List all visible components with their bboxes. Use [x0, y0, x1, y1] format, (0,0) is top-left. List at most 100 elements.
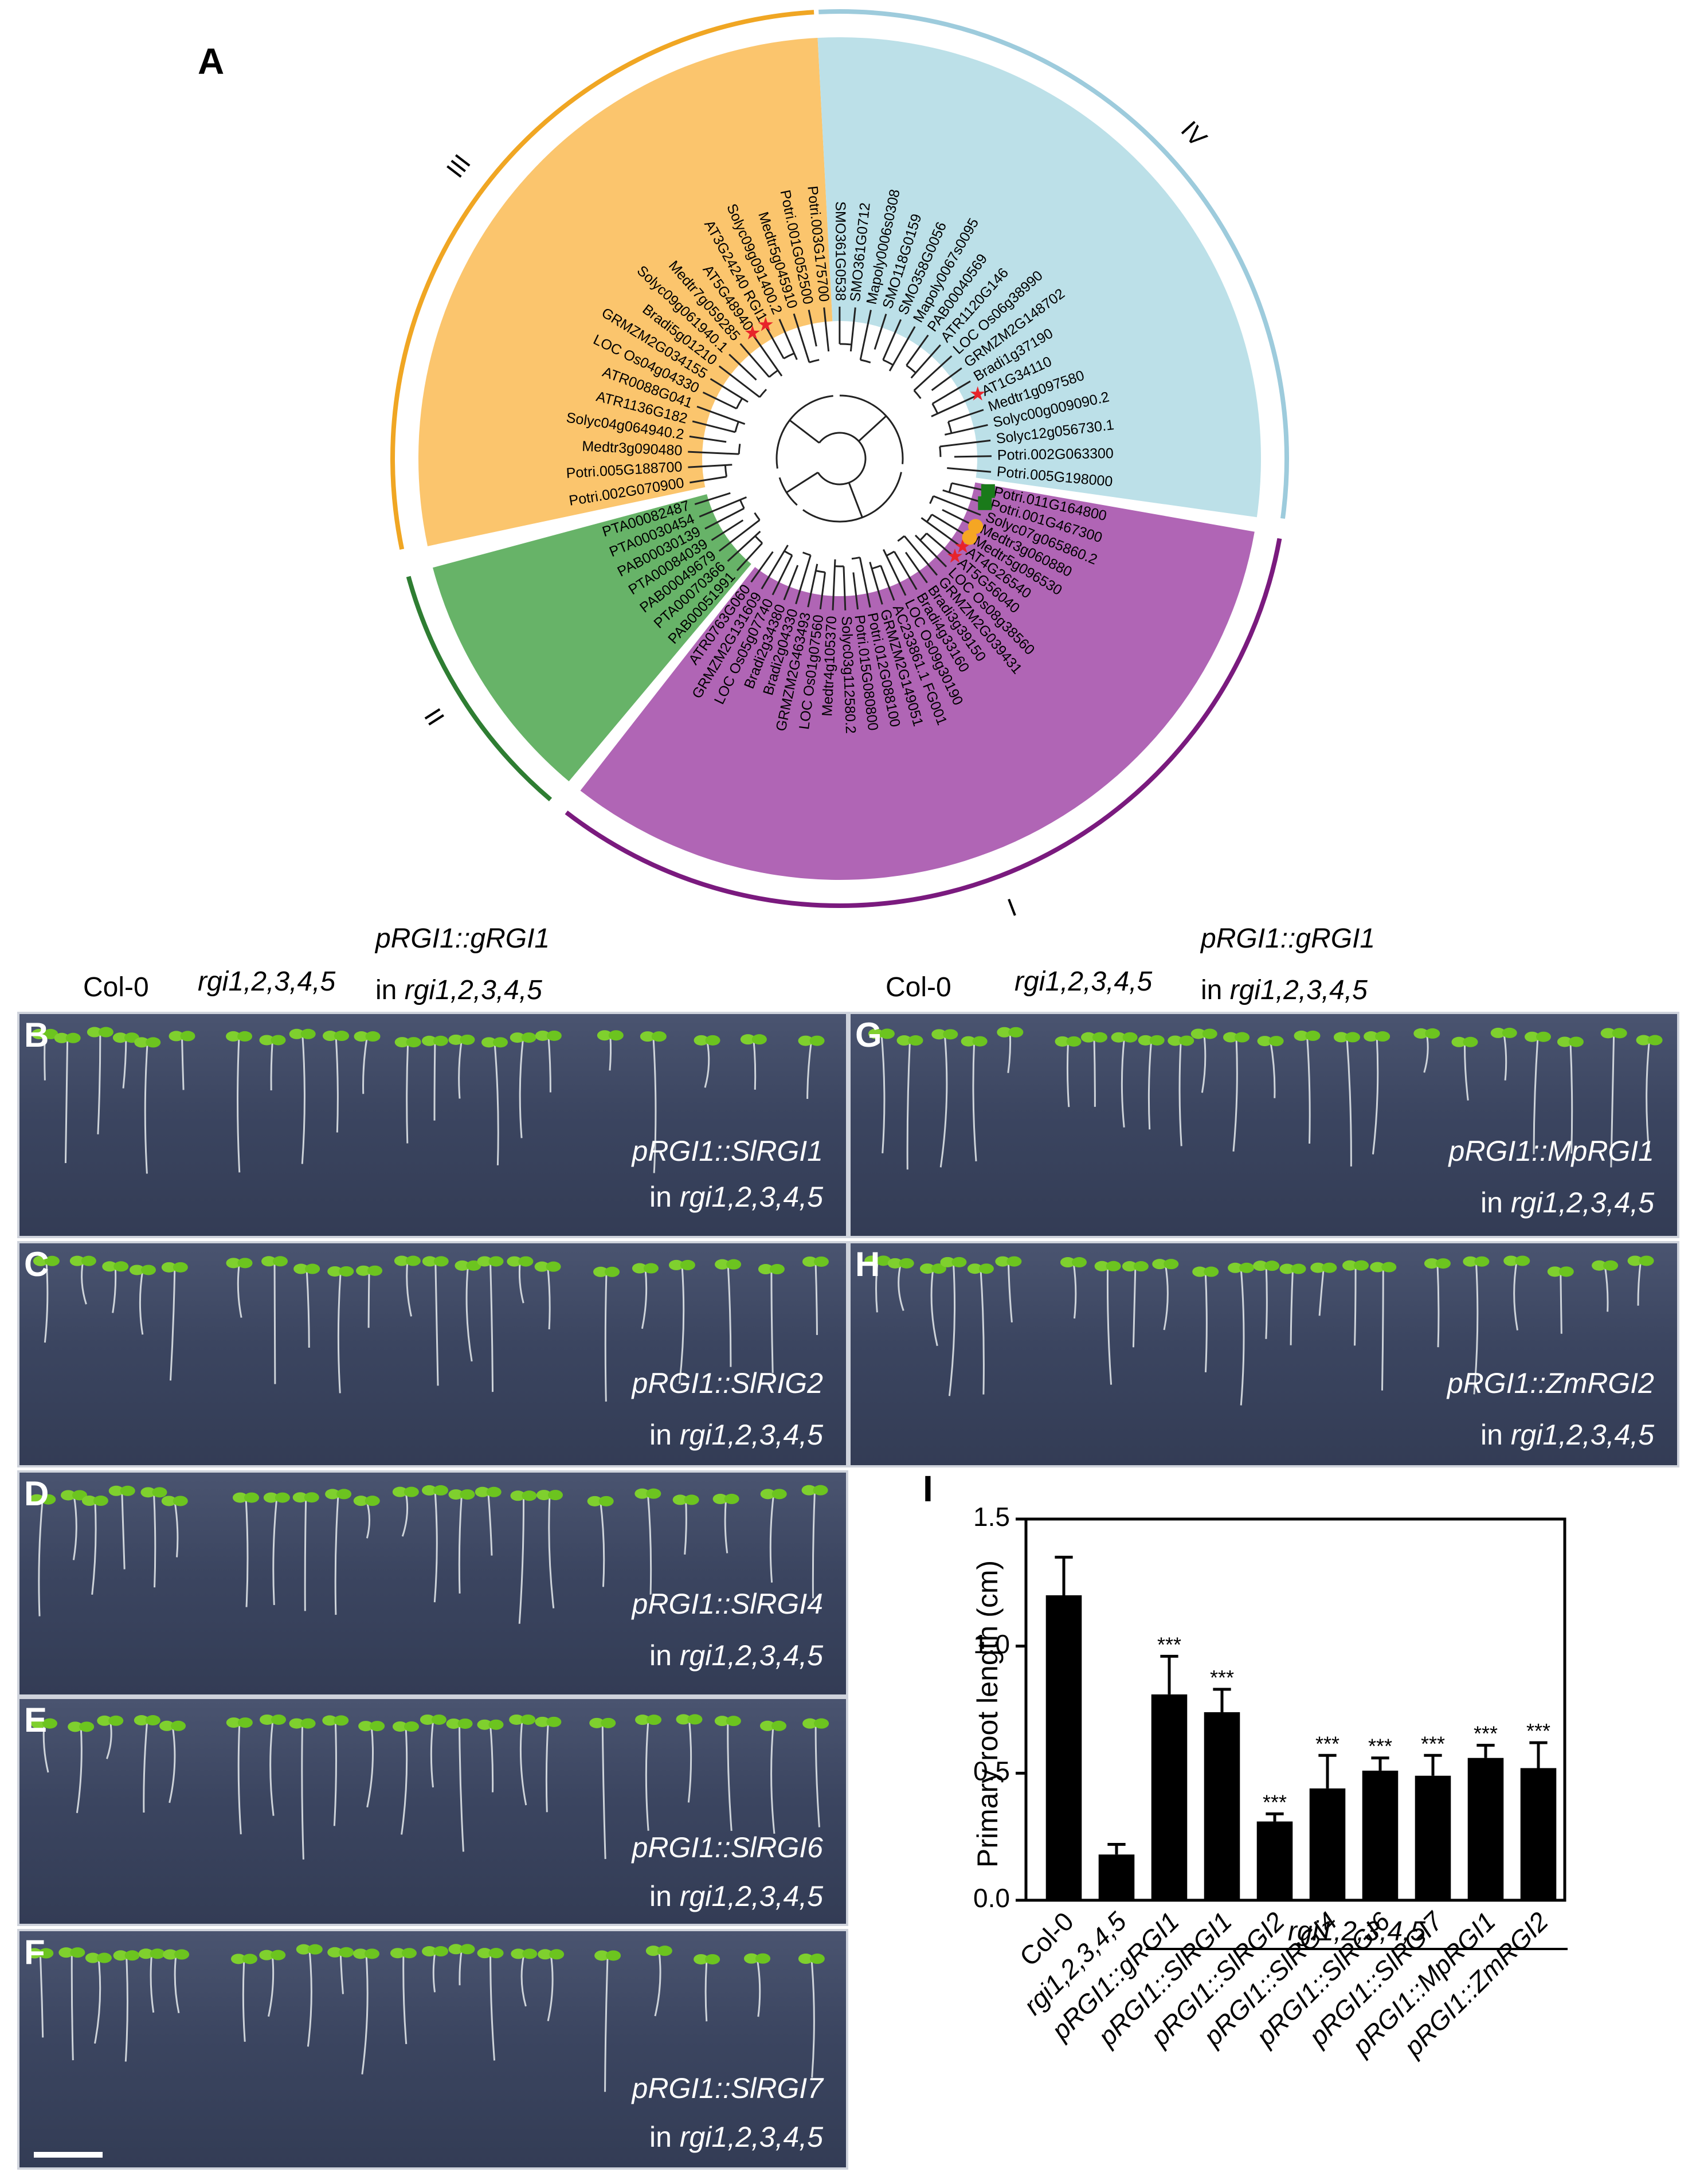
bar — [1256, 1821, 1293, 1900]
seedling-leaf — [643, 1263, 659, 1274]
left-header-complement-bg: in rgi1,2,3,4,5 — [375, 974, 542, 1006]
seedling-leaf — [546, 1261, 561, 1272]
seedling-leaf — [129, 1265, 144, 1275]
tree-branch — [939, 446, 942, 457]
seedling-leaf — [171, 1720, 186, 1731]
tree-leaf-label: Potri.002G063300 — [997, 445, 1114, 463]
seedling-leaf — [394, 1037, 410, 1048]
seedling-root — [1513, 1261, 1518, 1330]
tree-branch — [759, 389, 767, 398]
seedling-leaf — [931, 1029, 947, 1040]
phylogenetic-tree: Potri.002G070900Potri.005G188700Medtr3g0… — [390, 9, 1289, 921]
seedling-leaf — [334, 1715, 349, 1726]
clade-IV-label: IV — [1176, 116, 1213, 152]
seedling-leaf — [102, 1261, 117, 1272]
seedling-leaf — [813, 1256, 829, 1267]
seedling-leaf — [1354, 1260, 1369, 1271]
seedling-leaf — [740, 1034, 755, 1045]
seedling-leaf — [30, 1718, 46, 1729]
seedling-root — [519, 1719, 527, 1806]
seedlings-f — [27, 1944, 825, 2092]
seedling-root — [459, 1949, 463, 1986]
seedling-leaf — [271, 1035, 286, 1046]
seedling-leaf — [163, 1949, 178, 1960]
plate-h-construct: pRGI1::ZmRGI2 — [1447, 1367, 1654, 1399]
seedling-root — [980, 1269, 985, 1395]
seedling-leaf — [448, 1944, 464, 1955]
seedling-leaf — [460, 1944, 475, 1955]
seedling-leaf — [260, 1714, 275, 1725]
tree-branch — [784, 550, 793, 557]
seedling-root — [684, 1500, 687, 1555]
seedling-root — [600, 1501, 605, 1587]
clade-III-sector — [418, 38, 833, 546]
scale-bar — [34, 2152, 103, 2158]
seedling-leaf — [339, 1947, 354, 1958]
seedling-leaf — [1279, 1263, 1295, 1274]
seedling-root — [547, 1035, 551, 1093]
seedling-leaf — [1603, 1260, 1619, 1271]
tree-branch — [718, 519, 761, 552]
tree-branch — [751, 334, 783, 377]
significance-label: *** — [1210, 1666, 1234, 1689]
seedling-leaf — [448, 1489, 464, 1500]
seedling-leaf — [1006, 1256, 1022, 1267]
seedling-leaf — [108, 1715, 124, 1726]
seedling-leaf — [1122, 1261, 1137, 1272]
seedling-leaf — [760, 1489, 775, 1500]
seedling-leaf — [159, 1720, 175, 1731]
seedling-leaf — [1138, 1035, 1153, 1046]
seedling-root — [654, 1950, 661, 2017]
tree-branch — [913, 390, 922, 400]
plate-d-letter: D — [24, 1474, 49, 1513]
tree-branch — [809, 359, 820, 363]
tree-branch — [848, 482, 863, 518]
plate-g: G pRGI1::MpRGI1 in rgi1,2,3,4,5 — [848, 1012, 1679, 1238]
seedling-leaf — [518, 1256, 534, 1267]
seedling-leaf — [715, 1259, 730, 1270]
seedling-leaf — [113, 1950, 128, 1961]
seedling-leaf — [1557, 1036, 1572, 1047]
seedling-leaf — [978, 1263, 994, 1274]
seedling-leaf — [802, 1256, 817, 1267]
seedling-leaf — [1647, 1035, 1663, 1046]
seedling-leaf — [93, 1496, 108, 1506]
seedling-leaf — [358, 1721, 374, 1732]
seedling-leaf — [322, 1715, 338, 1726]
seedling-leaf — [85, 1952, 100, 1963]
seedling-leaf — [173, 1496, 188, 1506]
seedling-leaf — [146, 1037, 161, 1048]
seedling-leaf — [546, 1716, 562, 1727]
plate-b-bg: rgi1,2,3,4,5 — [679, 1181, 823, 1213]
tree-branch — [689, 435, 727, 443]
seedling-root — [1610, 1033, 1615, 1168]
seedling-root — [91, 1500, 97, 1595]
tree-branch — [761, 545, 789, 590]
seedling-root — [304, 1497, 307, 1611]
plate-d-bg: rgi1,2,3,4,5 — [679, 1639, 823, 1672]
seedling-root — [335, 1035, 339, 1133]
seedling-root — [604, 1955, 609, 2092]
seedling-leaf — [1202, 1028, 1217, 1039]
seedling-leaf — [726, 1716, 741, 1727]
seedling-leaf — [640, 1031, 655, 1042]
plate-c-letter: C — [24, 1245, 49, 1283]
tree-branch — [888, 326, 916, 371]
seedling-leaf — [336, 1489, 352, 1500]
clade-III-label: III — [441, 149, 476, 183]
seedling-leaf — [594, 1950, 610, 1961]
seedling-leaf — [44, 1255, 60, 1266]
tree-branch — [947, 409, 984, 423]
seedling-root — [1436, 1263, 1440, 1348]
seedling-leaf — [769, 1264, 785, 1275]
circle-marker-icon — [962, 530, 977, 545]
seedling-leaf — [608, 1030, 624, 1041]
seedling-root — [1132, 1266, 1137, 1348]
right-header-mutant-text: rgi1,2,3,4,5 — [1015, 966, 1153, 997]
seedling-leaf — [97, 1715, 112, 1726]
seedling-leaf — [370, 1721, 385, 1732]
tree-branch — [933, 495, 981, 516]
seedling-leaf — [593, 1266, 609, 1277]
tree-branch — [771, 555, 793, 596]
tree-branch — [883, 359, 894, 366]
